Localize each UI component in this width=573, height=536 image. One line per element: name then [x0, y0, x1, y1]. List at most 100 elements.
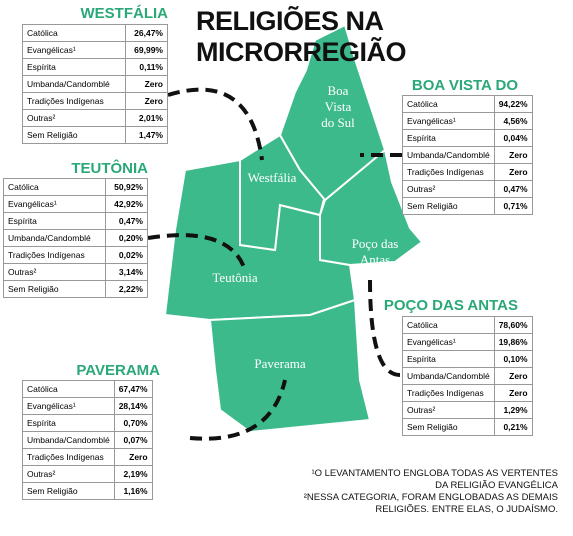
- pocodasantas-area: [319, 148, 424, 267]
- map-label: do Sul: [321, 115, 355, 130]
- value-cell: 42,92%: [104, 195, 149, 213]
- value-cell: 1,47%: [124, 126, 169, 144]
- region-table: Católica 78,60% Evangélicas¹ 19,86% Espírita…: [402, 316, 533, 436]
- region-name: WESTFÁLIA: [80, 5, 169, 22]
- label-cell: Católica: [402, 95, 495, 113]
- connector: [167, 87, 264, 161]
- label-cell: Tradições Indígenas: [402, 163, 495, 181]
- map-label: Westfália: [248, 170, 297, 185]
- connector: [189, 379, 287, 441]
- label-cell: Católica: [3, 178, 106, 196]
- value-cell: 28,14%: [113, 397, 153, 415]
- label-cell: Tradições Indígenas: [3, 246, 106, 264]
- value-cell: 2,01%: [124, 109, 169, 127]
- region-table: Católica 26,47% Evangélicas¹ 69,99% Espírita…: [22, 24, 169, 144]
- value-cell: 69,99%: [124, 41, 169, 59]
- label-cell: Evangélicas¹: [402, 112, 495, 130]
- value-cell: 3,14%: [104, 263, 149, 281]
- footnote-line: ²NESSA CATEGORIA, FORAM ENGLOBADAS AS DE…: [303, 492, 558, 503]
- value-cell: Zero: [493, 384, 533, 402]
- value-cell: 0,70%: [113, 414, 153, 432]
- value-cell: 0,71%: [493, 197, 533, 215]
- label-cell: Espírita: [22, 58, 126, 76]
- label-cell: Outras²: [3, 263, 106, 281]
- value-cell: 0,47%: [104, 212, 149, 230]
- connector: [368, 279, 401, 377]
- value-cell: 19,86%: [493, 333, 533, 351]
- value-cell: 2,22%: [104, 280, 149, 298]
- region-table: Católica 94,22% Evangélicas¹ 4,56% Espírita 0…: [402, 95, 533, 215]
- value-cell: 0,07%: [113, 431, 153, 449]
- value-cell: 78,60%: [493, 316, 533, 334]
- region-name: TEUTÔNIA: [71, 160, 148, 177]
- value-cell: 0,21%: [493, 418, 533, 436]
- label-cell: Evangélicas¹: [22, 397, 115, 415]
- value-cell: Zero: [493, 367, 533, 385]
- map-label: Vista: [325, 99, 352, 114]
- value-cell: 26,47%: [124, 24, 169, 42]
- value-cell: Zero: [493, 146, 533, 164]
- value-cell: 50,92%: [104, 178, 149, 196]
- boavista-area: [278, 23, 387, 202]
- value-cell: 0,47%: [493, 180, 533, 198]
- label-cell: Católica: [22, 380, 115, 398]
- paverama-area: [208, 298, 372, 434]
- value-cell: Zero: [124, 92, 169, 110]
- label-cell: Umbanda/Candomblé: [22, 431, 115, 449]
- connector: [147, 233, 247, 271]
- label-cell: Umbanda/Candomblé: [3, 229, 106, 247]
- label-cell: Outras²: [22, 109, 126, 127]
- label-cell: Umbanda/Candomblé: [402, 146, 495, 164]
- label-cell: Católica: [22, 24, 126, 42]
- map-label: Paverama: [254, 356, 305, 371]
- label-cell: Tradições Indígenas: [22, 448, 115, 466]
- value-cell: 0,02%: [104, 246, 149, 264]
- value-cell: 2,19%: [113, 465, 153, 483]
- value-cell: 0,10%: [493, 350, 533, 368]
- map-label: Teutônia: [212, 270, 258, 285]
- label-cell: Umbanda/Candomblé: [402, 367, 495, 385]
- footnote-line: DA RELIGIÃO EVANGÉLICA: [435, 480, 558, 491]
- value-cell: Zero: [124, 75, 169, 93]
- label-cell: Tradições Indígenas: [22, 92, 126, 110]
- label-cell: Outras²: [22, 465, 115, 483]
- value-cell: 94,22%: [493, 95, 533, 113]
- map-label: Poço das: [352, 236, 399, 251]
- title: RELIGIÕES NA MICRORREGIÃO: [196, 6, 407, 67]
- value-cell: 1,16%: [113, 482, 153, 500]
- label-cell: Tradições Indígenas: [402, 384, 495, 402]
- label-cell: Espírita: [402, 129, 495, 147]
- label-cell: Sem Religião: [3, 280, 106, 298]
- value-cell: 0,04%: [493, 129, 533, 147]
- label-cell: Sem Religião: [22, 126, 126, 144]
- label-cell: Evangélicas¹: [402, 333, 495, 351]
- region-name: PAVERAMA: [76, 362, 160, 379]
- map-label: Antas: [360, 252, 390, 267]
- footnote-line: RELIGIÕES. ENTRE ELAS, O JUDAÍSMO.: [375, 504, 558, 515]
- label-cell: Evangélicas¹: [22, 41, 126, 59]
- label-cell: Evangélicas¹: [3, 195, 106, 213]
- label-cell: Sem Religião: [402, 418, 495, 436]
- label-cell: Umbanda/Candomblé: [22, 75, 126, 93]
- region-table: Católica 50,92% Evangélicas¹ 42,92% Espírita…: [3, 178, 149, 298]
- label-cell: Espírita: [402, 350, 495, 368]
- label-cell: Espírita: [22, 414, 115, 432]
- region-table: Católica 67,47% Evangélicas¹ 28,14% Espírita…: [22, 380, 153, 500]
- value-cell: 4,56%: [493, 112, 533, 130]
- value-cell: 0,20%: [104, 229, 149, 247]
- value-cell: 67,47%: [113, 380, 153, 398]
- label-cell: Sem Religião: [402, 197, 495, 215]
- footnote-line: ¹O LEVANTAMENTO ENGLOBA TODAS AS VERTENT…: [311, 468, 558, 479]
- label-cell: Católica: [402, 316, 495, 334]
- label-cell: Espírita: [3, 212, 106, 230]
- label-cell: Outras²: [402, 180, 495, 198]
- value-cell: Zero: [493, 163, 533, 181]
- label-cell: Sem Religião: [22, 482, 115, 500]
- region-name: POÇO DAS ANTAS: [383, 297, 518, 314]
- map-label: Boa: [328, 83, 349, 98]
- label-cell: Outras²: [402, 401, 495, 419]
- value-cell: 1,29%: [493, 401, 533, 419]
- footnotes: ¹O LEVANTAMENTO ENGLOBA TODAS AS VERTENT…: [304, 468, 558, 516]
